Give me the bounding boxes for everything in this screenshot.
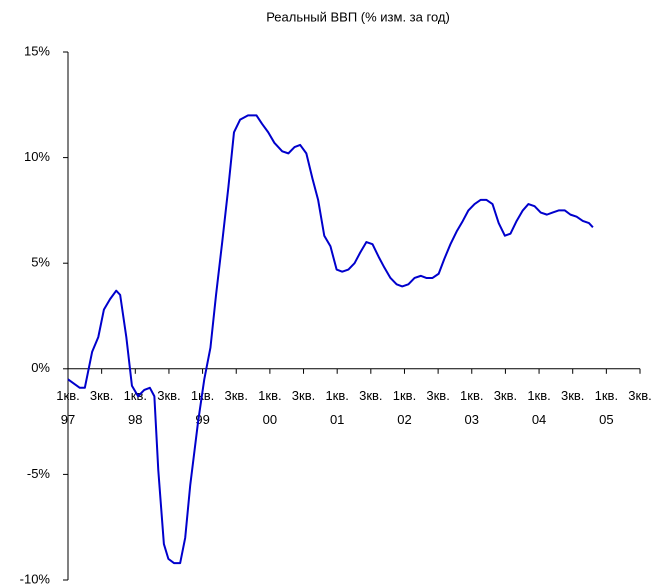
data-line (67, 114, 594, 565)
x-tick-year: 01 (330, 412, 344, 427)
y-tick-label: 15% (24, 43, 50, 58)
x-tick-label: 3кв. (157, 388, 180, 403)
y-tick-label: 5% (31, 255, 50, 270)
x-tick-label: 1кв. (527, 388, 550, 403)
x-tick-label: 1кв. (258, 388, 281, 403)
x-tick-label: 1кв. (56, 388, 79, 403)
x-tick-label: 3кв. (90, 388, 113, 403)
x-tick-year: 97 (61, 412, 75, 427)
x-tick-label: 1кв. (325, 388, 348, 403)
y-tick-label: -5% (27, 466, 51, 481)
x-tick-year: 03 (465, 412, 479, 427)
x-tick-year: 98 (128, 412, 142, 427)
y-tick-label: 10% (24, 149, 50, 164)
chart-title: Реальный ВВП (% изм. за год) (266, 9, 450, 24)
x-tick-label: 3кв. (225, 388, 248, 403)
x-tick-label: 1кв. (460, 388, 483, 403)
y-tick-label: 0% (31, 360, 50, 375)
x-tick-label: 3кв. (426, 388, 449, 403)
x-tick-label: 3кв. (292, 388, 315, 403)
x-tick-label: 1кв. (393, 388, 416, 403)
x-tick-year: 02 (397, 412, 411, 427)
x-tick-year: 05 (599, 412, 613, 427)
x-tick-label: 3кв. (359, 388, 382, 403)
x-tick-label: 3кв. (494, 388, 517, 403)
x-tick-year: 00 (263, 412, 277, 427)
y-tick-label: -10% (20, 571, 51, 586)
x-tick-label: 3кв. (628, 388, 651, 403)
x-tick-year: 04 (532, 412, 546, 427)
x-tick-label: 1кв. (595, 388, 618, 403)
x-tick-label: 3кв. (561, 388, 584, 403)
